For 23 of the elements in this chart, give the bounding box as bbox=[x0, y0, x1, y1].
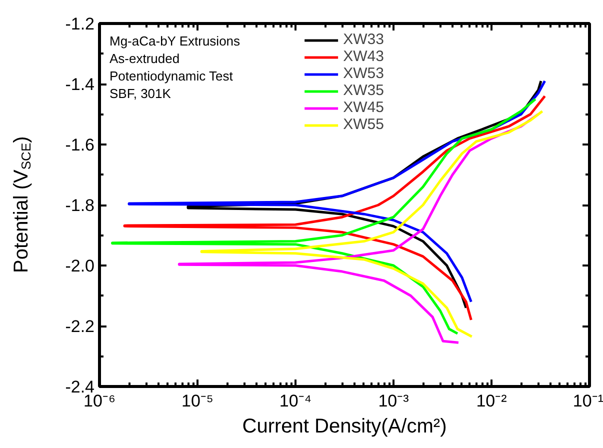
x-tick-label: 10⁻² bbox=[476, 392, 508, 410]
y-tick-label: -2.0 bbox=[65, 256, 95, 276]
x-tick-label: 10⁻³ bbox=[378, 392, 410, 410]
y-tick-label: -2.2 bbox=[65, 317, 95, 336]
x-tick-label: 10⁻¹ bbox=[572, 392, 603, 410]
legend-label: XW35 bbox=[343, 82, 384, 99]
legend-label: XW43 bbox=[343, 48, 384, 65]
x-axis-title: Current Density(A/cm²) bbox=[242, 416, 447, 438]
annotation: SBF, 301K bbox=[110, 86, 172, 101]
x-tick-label: 10⁻⁴ bbox=[279, 392, 312, 410]
legend-label: XW53 bbox=[343, 65, 384, 82]
legend-label: XW55 bbox=[343, 116, 384, 133]
legend-label: XW33 bbox=[343, 31, 384, 48]
y-tick-label: -1.6 bbox=[65, 136, 95, 154]
annotation: Mg-aCa-bY Extrusions bbox=[110, 34, 241, 48]
y-tick-label: -1.4 bbox=[65, 75, 95, 94]
y-tick-label: -1.2 bbox=[65, 14, 95, 34]
annotation: Potentiodynamic Test bbox=[110, 68, 234, 84]
legend-label: XW45 bbox=[343, 99, 384, 116]
x-tick-label: 10⁻⁶ bbox=[84, 392, 116, 410]
y-tick-label: -1.8 bbox=[65, 196, 95, 215]
annotation: As-extruded bbox=[110, 51, 180, 66]
x-tick-label: 10⁻⁵ bbox=[182, 392, 214, 410]
